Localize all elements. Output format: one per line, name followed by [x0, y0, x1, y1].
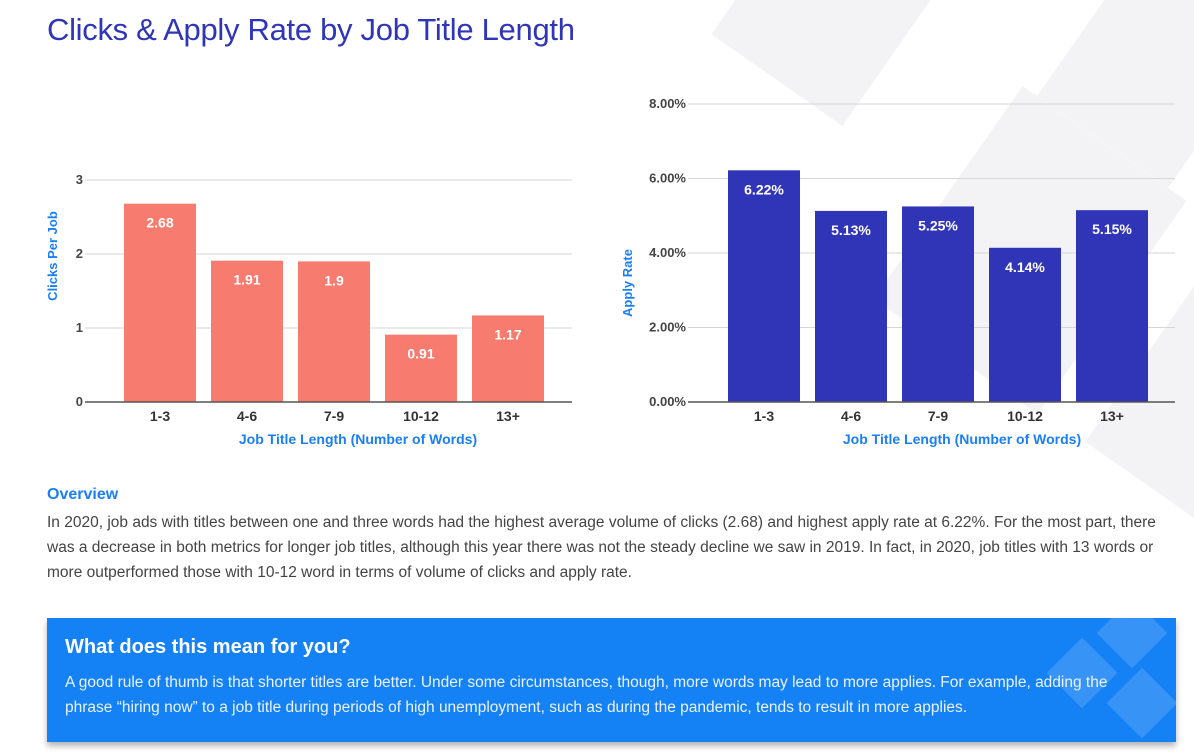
x-axis-title: Job Title Length (Number of Words) [843, 431, 1081, 447]
bar-7-9 [298, 261, 370, 402]
overview-text: In 2020, job ads with titles between one… [47, 514, 1156, 581]
y-tick-label: 1 [76, 320, 83, 335]
callout-text: A good rule of thumb is that shorter tit… [65, 674, 1108, 716]
y-axis-title: Clicks Per Job [45, 211, 60, 301]
bar-4-6 [211, 260, 283, 402]
x-tick-label: 1-3 [150, 408, 170, 424]
y-tick-label: 0 [76, 394, 83, 409]
data-label: 1.9 [324, 272, 344, 288]
overview-heading: Overview [47, 486, 119, 503]
callout-heading: What does this mean for you? [65, 636, 351, 658]
bar-1-3 [124, 203, 196, 402]
data-label: 6.22% [744, 181, 784, 197]
x-tick-label: 10-12 [1007, 408, 1043, 424]
y-tick-label: 2.00% [649, 320, 686, 335]
bar-10-12 [385, 334, 457, 402]
x-tick-label: 13+ [1100, 408, 1124, 424]
data-label: 5.13% [831, 222, 871, 238]
x-axis-title: Job Title Length (Number of Words) [239, 431, 477, 447]
callout-box: What does this mean for you? A good rule… [47, 618, 1176, 742]
data-label: 1.91 [233, 272, 260, 288]
y-tick-label: 8.00% [649, 96, 686, 111]
page-title: Clicks & Apply Rate by Job Title Length [47, 12, 575, 47]
y-tick-label: 3 [76, 172, 83, 187]
bar-4-6 [815, 210, 887, 402]
y-tick-label: 2 [76, 246, 83, 261]
x-tick-label: 4-6 [841, 408, 861, 424]
data-label: 2.68 [146, 215, 173, 231]
x-tick-label: 7-9 [324, 408, 344, 424]
x-tick-label: 13+ [496, 408, 520, 424]
y-tick-label: 6.00% [649, 171, 686, 186]
data-label: 5.15% [1092, 221, 1132, 237]
data-label: 1.17 [494, 326, 521, 342]
data-label: 5.25% [918, 217, 958, 233]
y-tick-label: 0.00% [649, 394, 686, 409]
data-label: 4.14% [1005, 259, 1045, 275]
bar-10-12 [989, 247, 1061, 402]
data-label: 0.91 [407, 346, 434, 362]
bar-13+ [1076, 210, 1148, 402]
y-axis-title: Apply Rate [620, 249, 635, 317]
bar-1-3 [728, 170, 800, 402]
charts-area: 0 1 2 3 2.68 1-3 1.91 4-6 1.9 7-9 0.91 10-12 1.17 13+… [45, 96, 1175, 447]
x-tick-label: 4-6 [237, 408, 257, 424]
y-tick-label: 4.00% [649, 245, 686, 260]
callout-decoration [1096, 618, 1168, 669]
bar-13+ [472, 315, 544, 402]
x-tick-label: 7-9 [928, 408, 948, 424]
x-tick-label: 10-12 [403, 408, 439, 424]
bar-7-9 [902, 206, 974, 402]
x-tick-label: 1-3 [754, 408, 774, 424]
